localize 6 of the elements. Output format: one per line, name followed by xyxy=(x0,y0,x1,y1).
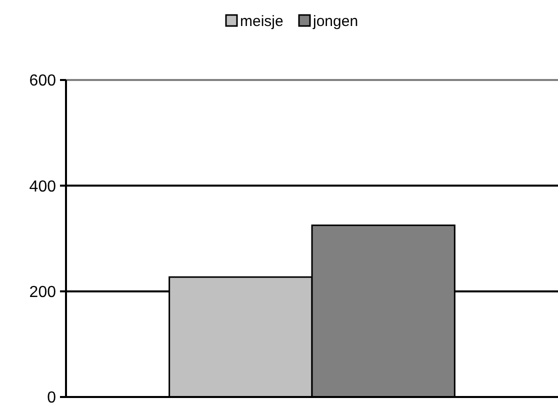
y-tick-label: 400 xyxy=(29,178,56,196)
legend-label: jongen xyxy=(312,13,358,30)
legend-label: meisje xyxy=(240,13,284,30)
y-tick-label: 0 xyxy=(47,390,56,406)
y-tick-label: 600 xyxy=(29,72,56,90)
y-tick-label: 200 xyxy=(29,284,56,301)
